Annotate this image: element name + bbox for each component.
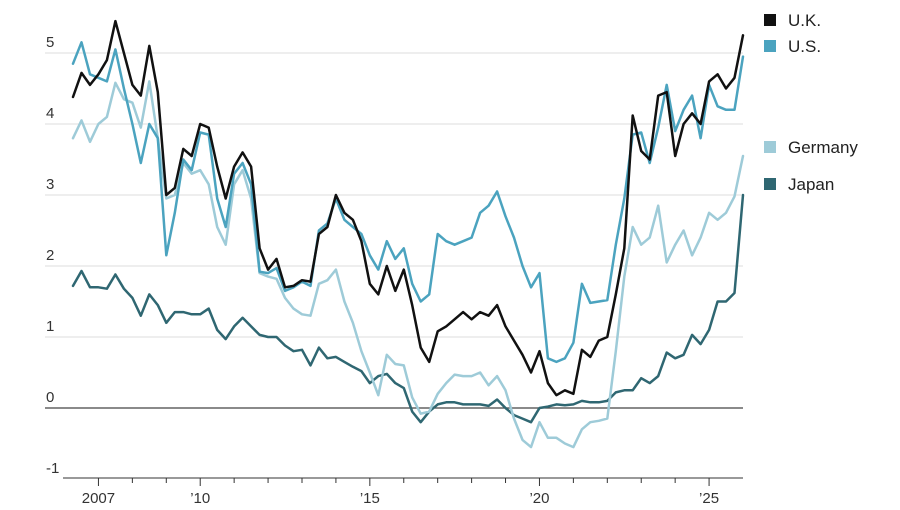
legend-label: Japan [788,175,834,194]
y-tick-label: 2 [46,247,54,264]
legend-swatch [764,141,776,153]
legend-label: Germany [788,138,858,157]
x-tick-label: 2007 [82,490,115,507]
y-tick-label: -1 [46,460,59,477]
y-tick-label: 1 [46,318,54,335]
y-tick-label: 3 [46,176,54,193]
legend-swatch [764,14,776,26]
x-tick-label: ’25 [699,490,719,507]
legend-swatch [764,40,776,52]
series-line-germany [71,80,745,449]
y-tick-label: 5 [46,34,54,51]
legend-swatch [764,178,776,190]
x-axis: 2007 ’10 ’15 ’20 ’25 [63,477,743,507]
x-tick-label: ’15 [360,490,380,507]
series-line-japan [71,193,745,424]
y-tick-label: 0 [46,389,54,406]
gridlines [45,52,743,409]
series-lines [71,19,745,449]
y-tick-label: 4 [46,105,54,122]
y-axis-tick-labels: 5 4 3 2 1 0 -1 [46,34,59,477]
x-tick-label: ’10 [190,490,210,507]
legend-label: U.K. [788,11,821,30]
x-tick-label: ’20 [529,490,549,507]
legend: U.K. U.S. Germany Japan [764,11,858,194]
series-line-uk [71,19,745,397]
legend-label: U.S. [788,37,821,56]
